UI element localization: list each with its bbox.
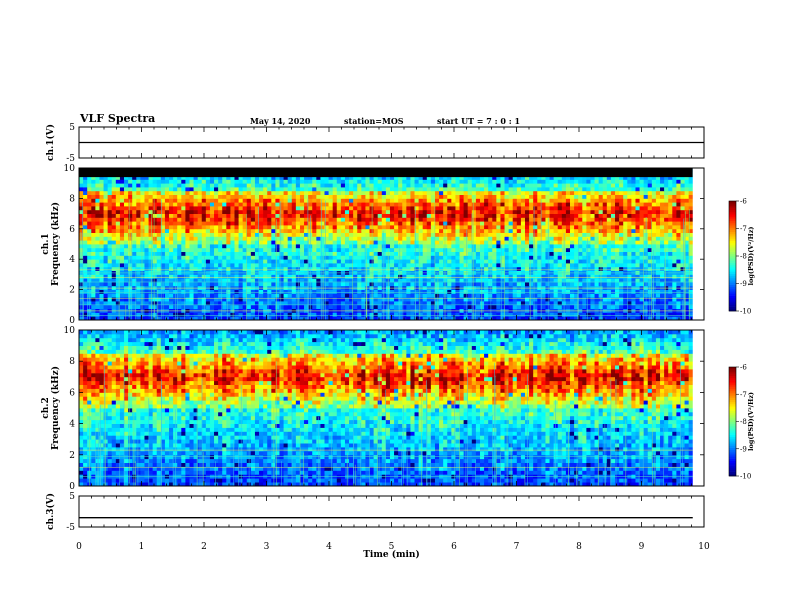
ch2-colorbar bbox=[728, 366, 739, 477]
ch1-colorbar-label: log(PSD)(V²/Hz) bbox=[747, 227, 755, 286]
figure-title: VLF Spectra bbox=[80, 112, 156, 125]
ch2-colorbar-tick-label: -8 bbox=[740, 418, 747, 426]
station-label: station=MOS bbox=[344, 116, 404, 126]
xtick-label: 10 bbox=[698, 542, 710, 552]
ch1-spectrogram-ytick-label: 10 bbox=[64, 164, 76, 174]
xtick-label: 5 bbox=[389, 542, 395, 552]
ch3-waveform-ytick-label: -5 bbox=[66, 523, 75, 533]
xtick-label: 4 bbox=[326, 542, 332, 552]
ch1-waveform-ytick-label: -5 bbox=[66, 154, 75, 164]
ch3-waveform-ylabel: ch.3(V) bbox=[45, 493, 56, 530]
ch1-colorbar-tick-label: -10 bbox=[740, 308, 751, 316]
ch1-colorbar-tick-label: -7 bbox=[740, 225, 747, 233]
ch2-colorbar-label: log(PSD)(V²/Hz) bbox=[747, 392, 755, 451]
ch1-colorbar bbox=[728, 200, 739, 312]
ch2-colorbar-tick-label: -9 bbox=[740, 445, 747, 453]
xtick-label: 3 bbox=[264, 542, 270, 552]
ch2-colorbar-tick-label: -7 bbox=[740, 391, 747, 399]
ch2-spectrogram-ytick-label: 8 bbox=[69, 357, 75, 367]
spectrogram-ch1 bbox=[79, 168, 704, 321]
ch2-spectrogram-ytick-label: 10 bbox=[64, 326, 76, 336]
ch1-spectrogram-ytick-label: 4 bbox=[69, 255, 75, 265]
ch3-waveform-ytick-label: 5 bbox=[69, 492, 75, 502]
x-axis-label: Time (min) bbox=[363, 549, 420, 560]
xtick-label: 0 bbox=[76, 542, 82, 552]
ch2-spectrogram-ytick-label: 2 bbox=[69, 451, 75, 461]
ch1-waveform-ytick-label: 5 bbox=[69, 123, 75, 133]
ch2-spectrogram-ylabel: ch.2Frequency (kHz) bbox=[41, 366, 61, 450]
ch1-waveform-ylabel: ch.1(V) bbox=[45, 124, 56, 161]
ch1-spectrogram-ylabel: ch.1Frequency (kHz) bbox=[41, 202, 61, 286]
date-label: May 14, 2020 bbox=[250, 116, 311, 126]
start-ut-label: start UT = 7 : 0 : 1 bbox=[437, 116, 521, 126]
ch2-spectrogram-ytick-label: 4 bbox=[69, 420, 75, 430]
ch2-spectrogram-ytick-label: 6 bbox=[69, 388, 75, 398]
ch1-spectrogram-ytick-label: 8 bbox=[69, 194, 75, 204]
ch2-colorbar-tick-label: -10 bbox=[740, 473, 751, 481]
ch1-spectrogram-ytick-label: 2 bbox=[69, 286, 75, 296]
xtick-label: 2 bbox=[201, 542, 207, 552]
spectrogram-ch2 bbox=[79, 330, 704, 487]
ch1-spectrogram-ytick-label: 6 bbox=[69, 225, 75, 235]
ch1-colorbar-tick-label: -9 bbox=[740, 280, 747, 288]
xtick-label: 9 bbox=[639, 542, 645, 552]
xtick-label: 8 bbox=[576, 542, 582, 552]
ch2-spectrogram-ytick-label: 0 bbox=[69, 482, 75, 492]
ch2-colorbar-tick-label: -6 bbox=[740, 364, 747, 372]
xtick-label: 1 bbox=[139, 542, 145, 552]
ch1-colorbar-tick-label: -8 bbox=[740, 253, 747, 261]
xtick-label: 7 bbox=[514, 542, 520, 552]
ch1-spectrogram-ytick-label: 0 bbox=[69, 316, 75, 326]
ch1-colorbar-tick-label: -6 bbox=[740, 198, 747, 206]
xtick-label: 6 bbox=[451, 542, 457, 552]
